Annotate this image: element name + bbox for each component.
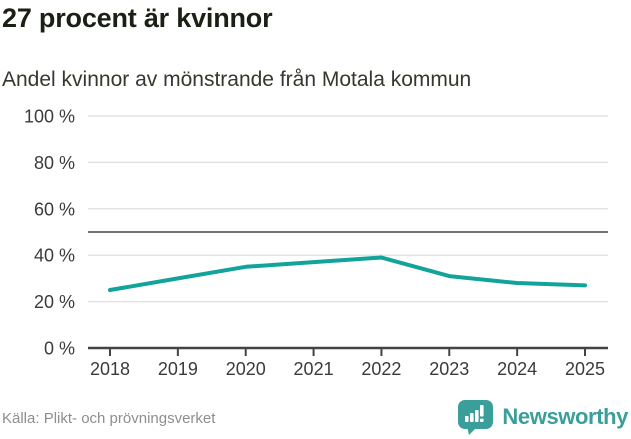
data-line (108, 255, 587, 292)
y-tick-label: 40 % (34, 246, 75, 266)
chart-subtitle: Andel kvinnor av mönstrande från Motala … (2, 68, 472, 91)
source-note: Källa: Plikt- och prövningsverket (2, 410, 216, 427)
x-tick-label: 2021 (294, 359, 334, 379)
newsworthy-wordmark: Newsworthy (502, 404, 628, 429)
newsworthy-badge-icon (458, 400, 494, 435)
x-tick-label: 2023 (429, 359, 469, 379)
page-title: 27 procent är kvinnor (2, 3, 273, 33)
x-tick-label: 2025 (565, 359, 605, 379)
x-tick-label: 2019 (158, 359, 198, 379)
x-tick-label: 2020 (226, 359, 266, 379)
y-tick-label: 80 % (34, 153, 75, 173)
newsworthy-logo[interactable]: Newsworthy (457, 398, 628, 436)
y-tick-label: 20 % (34, 292, 75, 312)
y-tick-label: 0 % (44, 339, 75, 359)
x-tick-label: 2022 (361, 359, 401, 379)
x-tick-label: 2018 (90, 359, 130, 379)
plot-svg: 2018 2019 2020 2021 2022 2023 2024 2025 0 % 20 % 4… (24, 107, 608, 379)
y-tick-label: 100 % (24, 107, 75, 127)
x-tick-label: 2024 (497, 359, 537, 379)
y-tick-label: 60 % (34, 199, 75, 219)
line-chart: 2018 2019 2020 2021 2022 2023 2024 2025 0 % 20 % 4… (0, 106, 631, 391)
